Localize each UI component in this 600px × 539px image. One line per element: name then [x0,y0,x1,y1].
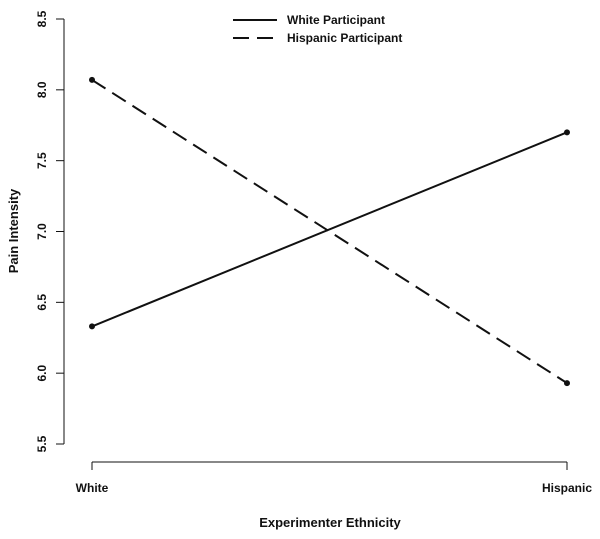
data-point [564,129,570,136]
legend-label: Hispanic Participant [287,31,402,45]
data-point [89,323,95,330]
x-tick-label: Hispanic [542,481,592,495]
y-tick-label: 5.5 [35,435,49,452]
series-line [91,79,568,384]
x-tick-label: White [76,481,109,495]
x-axis-title: Experimenter Ethnicity [259,515,401,530]
y-tick-label: 6.5 [35,294,49,311]
y-tick-label: 8.0 [35,81,49,98]
y-axis-title: Pain Intensity [6,188,21,273]
data-point [89,76,95,83]
y-tick-label: 8.5 [35,10,49,27]
y-tick-label: 6.0 [35,365,49,382]
series-solid [89,129,570,330]
legend: White Participant Hispanic Participant [233,13,402,45]
series-line [91,131,568,328]
x-axis: White Hispanic [76,461,592,495]
series-dashed [89,76,570,387]
data-point [564,380,570,387]
y-tick-label: 7.0 [35,223,49,240]
legend-label: White Participant [287,13,385,27]
series-layer [89,76,570,387]
y-axis: 5.5 6.0 6.5 7.0 7.5 8.0 8.5 [35,10,65,452]
y-tick-label: 7.5 [35,152,49,169]
